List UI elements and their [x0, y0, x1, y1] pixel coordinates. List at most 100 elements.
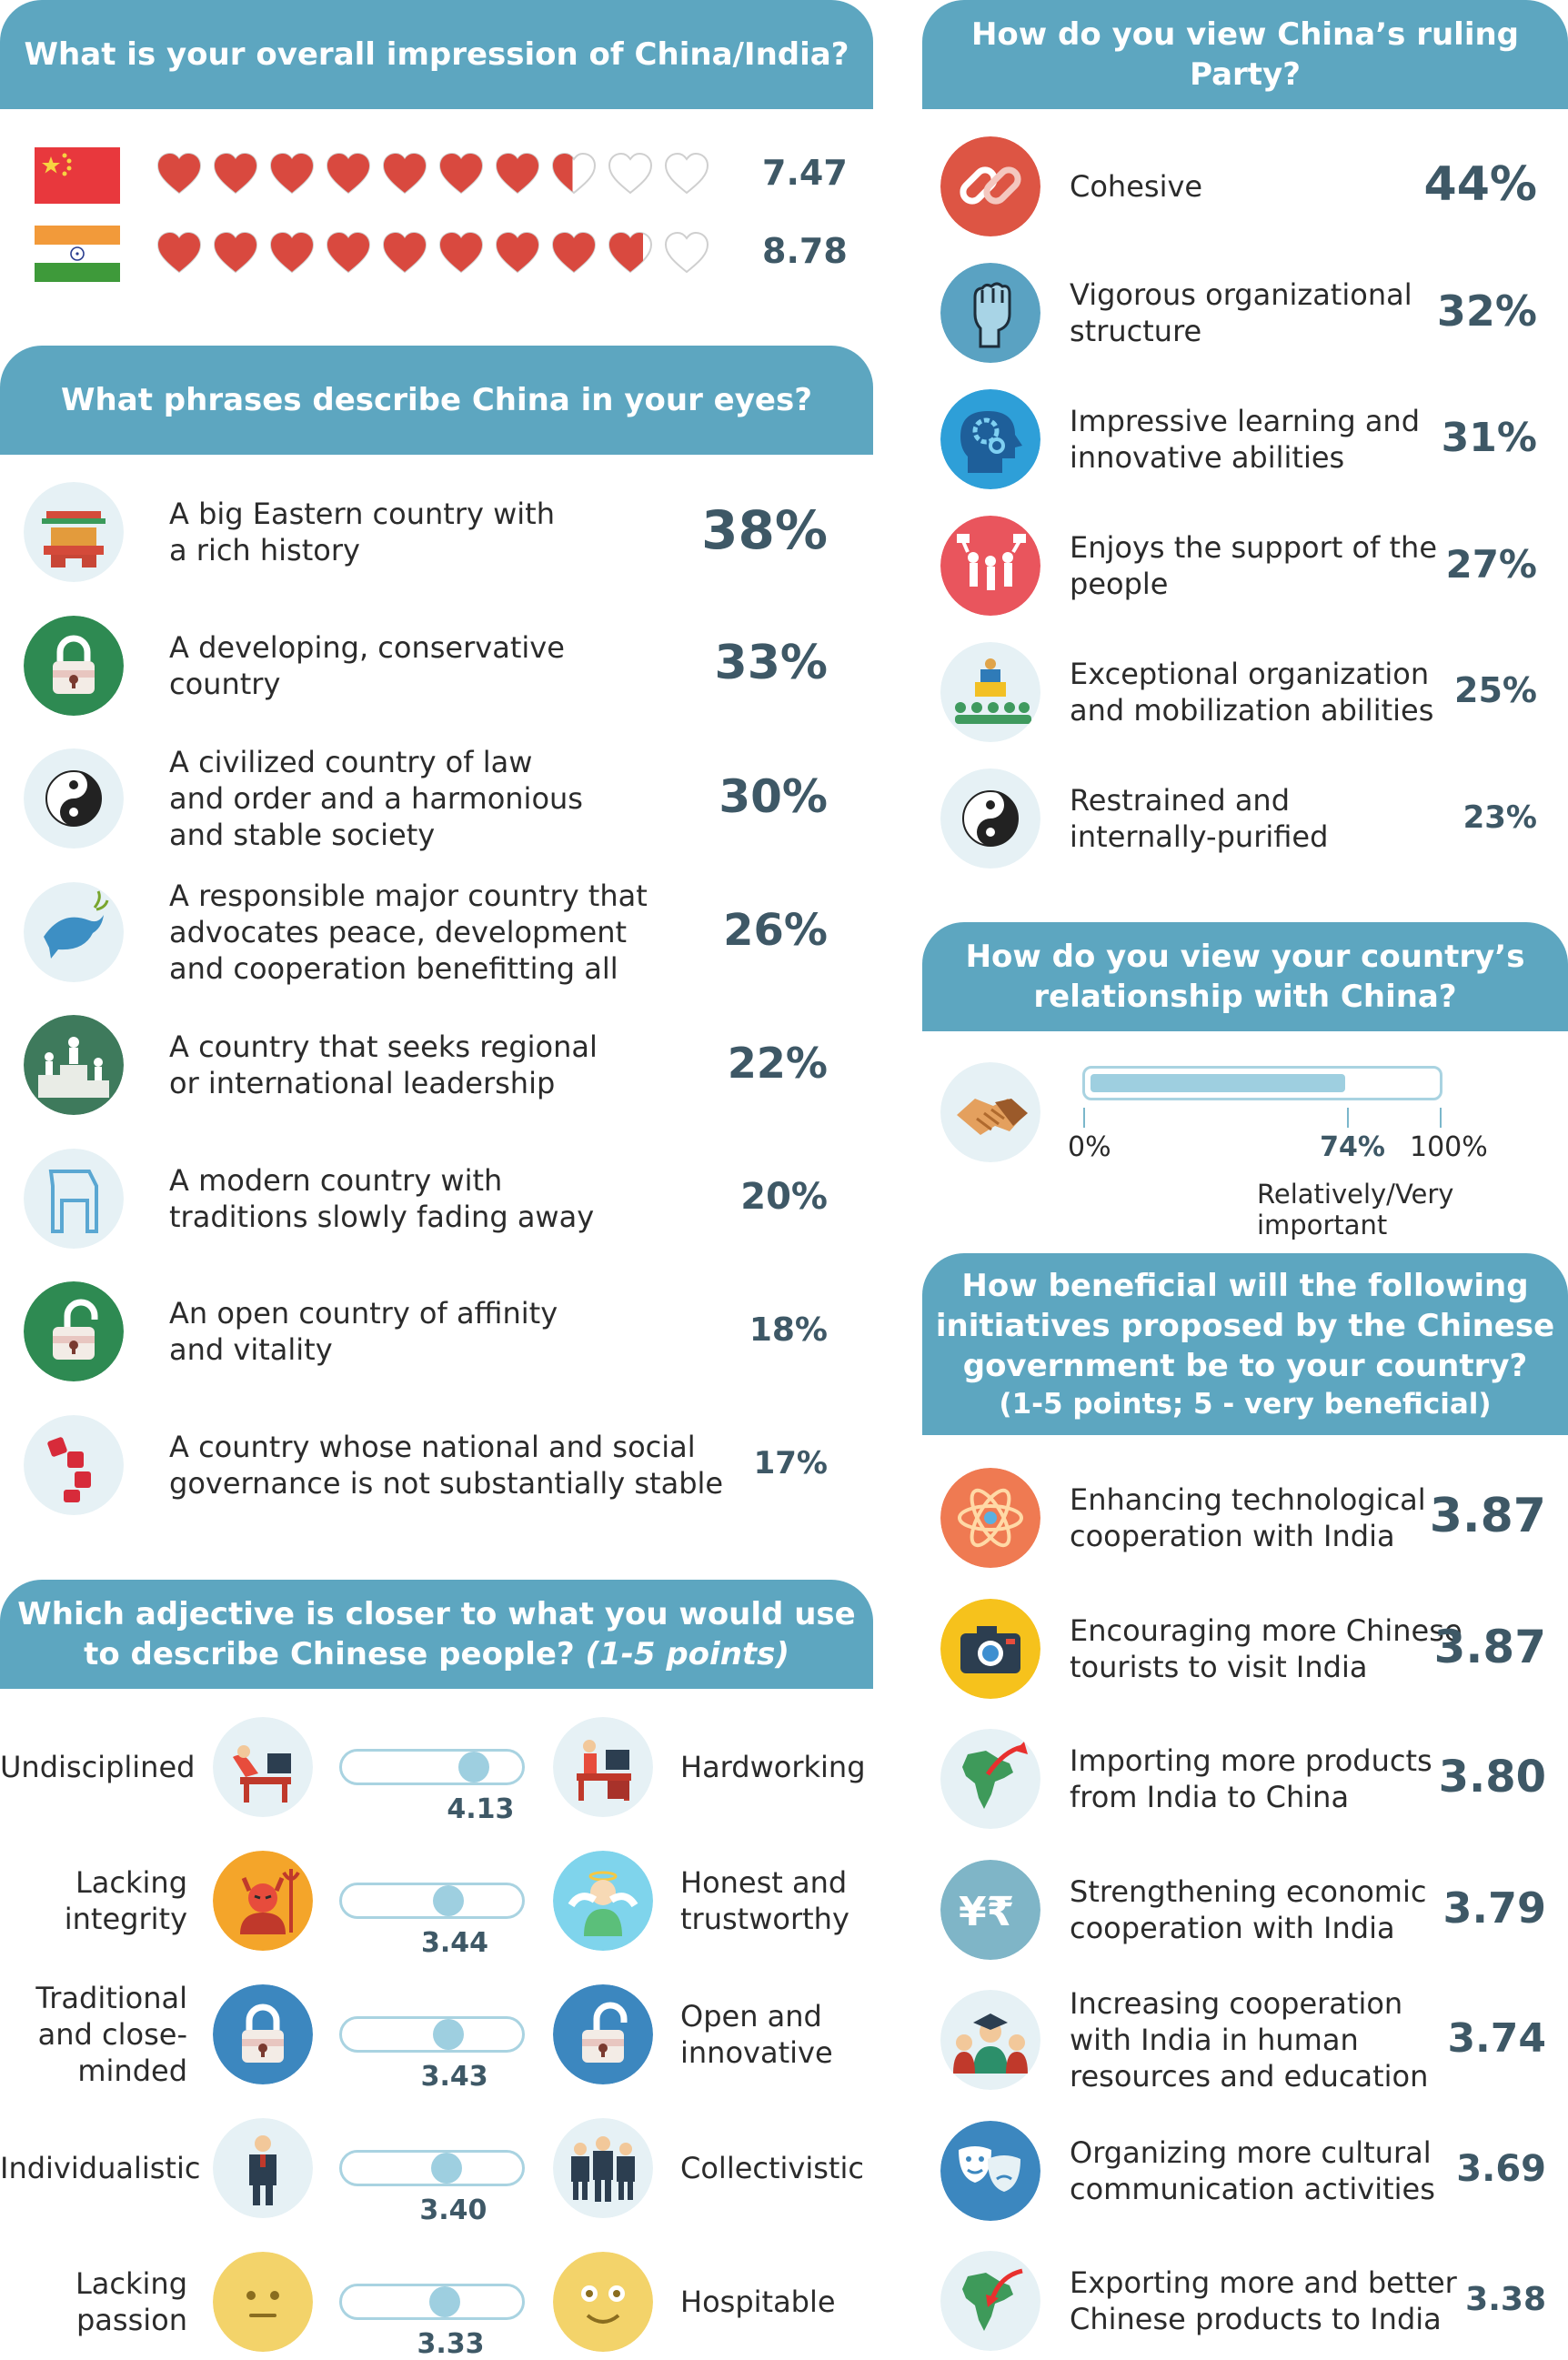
phrase-percent: 17% — [753, 1445, 828, 1482]
atom-icon — [940, 1468, 1040, 1568]
group-people-icon — [553, 2118, 653, 2218]
yin-yang-icon — [940, 768, 1040, 869]
initiative-score: 3.74 — [1447, 2014, 1546, 2062]
phrases-title: What phrases describe China in your eyes… — [61, 381, 812, 418]
party-text: Exceptional organization and mobilizatio… — [1070, 657, 1434, 728]
hard-worker-icon — [553, 1717, 653, 1817]
initiative-text: Organizing more cultural communication a… — [1070, 2134, 1435, 2206]
phrase-percent: 20% — [740, 1175, 828, 1218]
graduates-icon — [940, 1990, 1040, 2090]
india-heart-icon — [156, 231, 213, 277]
india-heart-icon — [438, 231, 495, 277]
initiatives-title-line2: initiatives proposed by the Chinese — [935, 1307, 1555, 1344]
adjective-score: 3.43 — [420, 2061, 488, 2093]
india-heart-icon — [608, 231, 664, 277]
camera-icon — [940, 1598, 1040, 1699]
adjective-left-label: Lacking passion — [75, 2266, 187, 2337]
raised-fist-icon — [940, 263, 1040, 363]
chain-link-icon — [940, 136, 1040, 236]
party-text: Impressive learning and innovative abili… — [1070, 404, 1421, 475]
adjective-slider-track — [339, 1883, 525, 1919]
phrase-text: A modern country with traditions slowly … — [169, 1162, 595, 1234]
relationship-title-line1: How do you view your country’s — [965, 938, 1525, 975]
party-percent: 27% — [1445, 541, 1537, 587]
adjective-slider-track — [339, 2016, 525, 2053]
phrase-text: An open country of affinity and vitality — [169, 1296, 558, 1367]
initiative-text: Increasing cooperation with India in hum… — [1070, 1986, 1429, 2094]
initiative-score: 3.69 — [1456, 2147, 1546, 2190]
relationship-tick-value — [1347, 1108, 1350, 1128]
initiative-score: 3.87 — [1433, 1620, 1546, 1673]
relationship-label-min: 0% — [1068, 1131, 1111, 1163]
adjective-score: 3.44 — [421, 1927, 489, 1959]
initiative-text: Enhancing technological cooperation with… — [1070, 1482, 1426, 1553]
phrase-text: A big Eastern country with a rich histor… — [169, 497, 555, 567]
party-text: Vigorous organizational structure — [1070, 277, 1412, 348]
china-heart-icon — [213, 152, 269, 198]
adjective-left-label: Undisciplined — [0, 1750, 196, 1784]
party-title: How do you view China’s ruling Party? — [970, 15, 1520, 93]
china-heart-icon — [608, 152, 664, 198]
phrase-text: A civilized country of law and order and… — [169, 745, 583, 852]
padlock-closed-icon — [213, 1984, 313, 2084]
yin-yang-icon — [24, 748, 124, 849]
relationship-tick-max — [1440, 1108, 1442, 1128]
speaker-audience-icon — [940, 642, 1040, 742]
adjective-right-label: Open and innovative — [680, 1999, 833, 2070]
initiatives-header: How beneficial will the following initia… — [922, 1253, 1568, 1435]
india-heart-icon — [382, 231, 438, 277]
phrase-percent: 33% — [714, 636, 828, 691]
china-heart-icon — [156, 152, 213, 198]
padlock-open-icon — [553, 1984, 653, 2084]
cheering-crowd-icon — [940, 516, 1040, 616]
china-heart-icon — [495, 152, 551, 198]
adjective-slider-knob — [432, 2019, 464, 2050]
phrase-text: A country whose national and social gove… — [169, 1429, 724, 1501]
india-heart-icon — [495, 231, 551, 277]
adjective-slider-knob — [458, 1752, 490, 1783]
relationship-tick-min — [1083, 1108, 1085, 1128]
china-heart-icon — [551, 152, 608, 198]
party-percent: 32% — [1436, 286, 1537, 336]
india-heart-icon — [664, 231, 720, 277]
relationship-title-line2: relationship with China? — [1033, 979, 1457, 1015]
adjective-left-label: Individualistic — [0, 2151, 201, 2185]
relationship-label-max: 100% — [1410, 1131, 1488, 1163]
india-heart-icon — [269, 231, 326, 277]
adjective-slider-track — [339, 2284, 525, 2320]
adjective-slider-knob — [433, 1885, 465, 1916]
india-map-inbound-icon — [940, 2251, 1040, 2351]
relationship-label-value: 74% — [1320, 1131, 1385, 1163]
initiative-text: Strengthening economic cooperation with … — [1070, 1873, 1427, 1945]
china-hearts — [156, 152, 720, 198]
lazy-worker-icon — [213, 1717, 313, 1817]
modern-building-icon — [24, 1148, 124, 1249]
adjectives-header: Which adjective is closer to what you wo… — [0, 1580, 873, 1689]
relationship-bar-track — [1082, 1066, 1442, 1100]
initiative-score: 3.38 — [1465, 2280, 1546, 2318]
india-score: 8.78 — [762, 231, 848, 271]
podium-icon — [24, 1015, 124, 1115]
phrase-percent: 26% — [723, 904, 828, 956]
svg-text:¥₹: ¥₹ — [959, 1889, 1014, 1935]
initiative-text: Encouraging more Chinese tourists to vis… — [1070, 1612, 1462, 1684]
adjective-slider-track — [339, 1749, 525, 1785]
impression-title: What is your overall impression of China… — [24, 35, 849, 73]
party-text: Restrained and internally-purified — [1070, 783, 1329, 854]
falling-blocks-icon — [24, 1414, 124, 1515]
phrase-percent: 38% — [701, 499, 828, 562]
india-map-outbound-icon — [940, 1729, 1040, 1829]
initiatives-title-line3: government be to your country? — [962, 1347, 1528, 1384]
party-percent: 25% — [1454, 670, 1537, 711]
peace-dove-icon — [24, 881, 124, 982]
adjectives-title-note: (1-5 points) — [585, 1636, 789, 1672]
padlock-closed-icon — [24, 615, 124, 716]
initiative-text: Importing more products from India to Ch… — [1070, 1743, 1432, 1814]
adjectives-title-line2: to describe Chinese people? — [84, 1636, 575, 1672]
adjective-score: 3.40 — [419, 2194, 487, 2226]
india-heart-icon — [326, 231, 382, 277]
india-heart-icon — [213, 231, 269, 277]
theater-masks-icon — [940, 2120, 1040, 2221]
gear-head-icon — [940, 389, 1040, 489]
party-percent: 23% — [1462, 798, 1537, 836]
